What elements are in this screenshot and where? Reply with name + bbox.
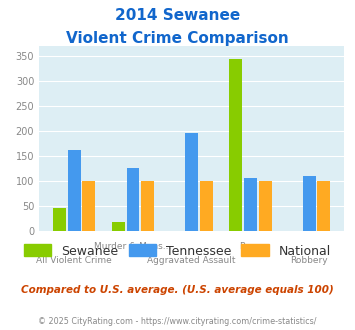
Text: 2014 Sewanee: 2014 Sewanee (115, 8, 240, 23)
Bar (53, 208, 66, 231)
Bar (126, 168, 140, 231)
Bar (317, 181, 330, 231)
Bar (229, 59, 242, 231)
Text: Violent Crime Comparison: Violent Crime Comparison (66, 31, 289, 46)
Bar (259, 181, 272, 231)
Bar (141, 181, 154, 231)
Bar (200, 181, 213, 231)
Text: Aggravated Assault: Aggravated Assault (147, 256, 236, 265)
Legend: Sewanee, Tennessee, National: Sewanee, Tennessee, National (19, 240, 336, 263)
Text: Rape: Rape (239, 242, 262, 251)
Text: © 2025 CityRating.com - https://www.cityrating.com/crime-statistics/: © 2025 CityRating.com - https://www.city… (38, 317, 317, 326)
Text: Compared to U.S. average. (U.S. average equals 100): Compared to U.S. average. (U.S. average … (21, 285, 334, 295)
Text: Murder & Mans...: Murder & Mans... (94, 242, 172, 251)
Bar (303, 176, 316, 231)
Text: Robbery: Robbery (290, 256, 328, 265)
Bar (112, 222, 125, 231)
Bar (82, 181, 95, 231)
Bar (244, 178, 257, 231)
Bar (185, 133, 198, 231)
Text: All Violent Crime: All Violent Crime (37, 256, 112, 265)
Bar (68, 149, 81, 231)
